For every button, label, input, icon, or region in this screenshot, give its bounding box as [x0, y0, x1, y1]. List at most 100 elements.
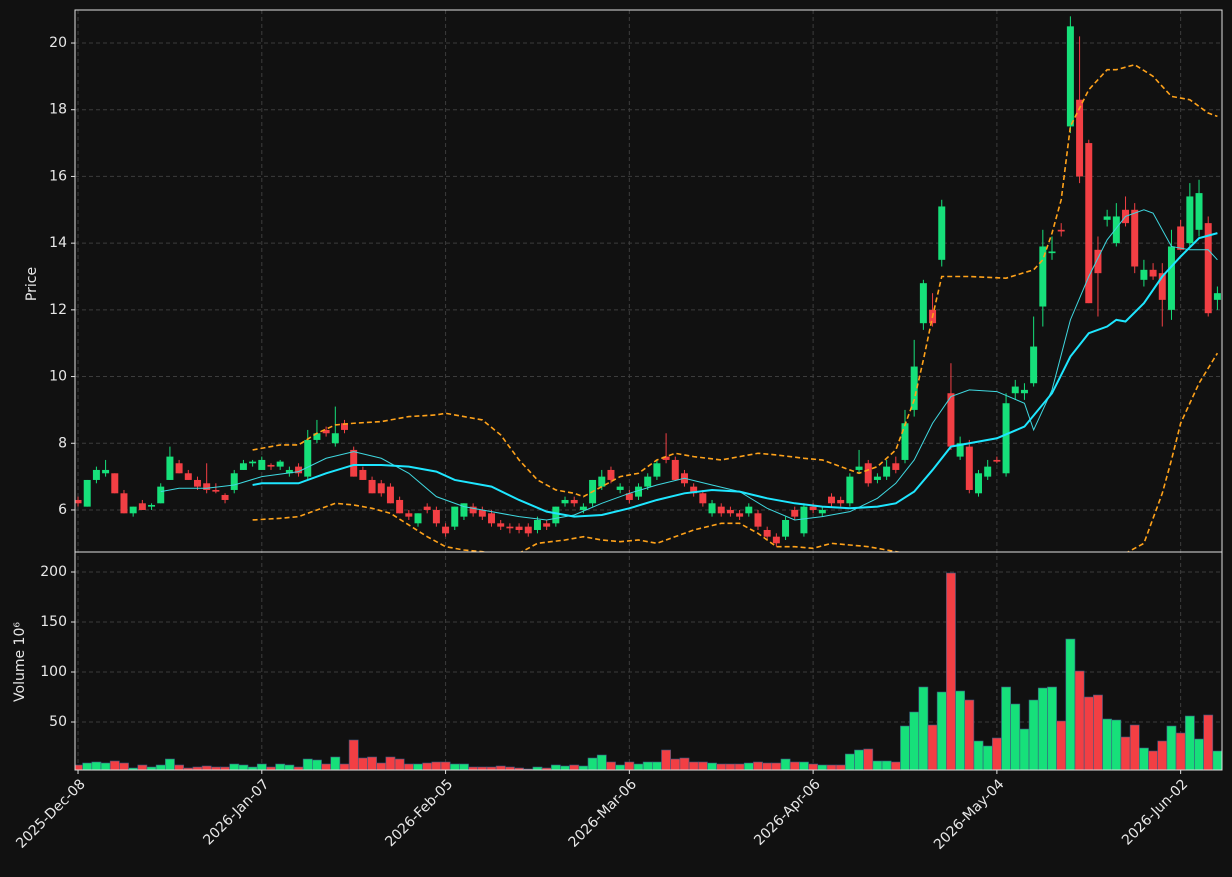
volume-bar [1166, 725, 1177, 770]
volume-bar [137, 764, 148, 770]
candle-body [295, 466, 303, 474]
candle-body [975, 473, 982, 494]
volume-bar [1157, 740, 1168, 770]
candle-body [827, 496, 835, 504]
candle-body [635, 486, 643, 497]
volume-bar [459, 763, 469, 770]
x-tick-label: 2025-Dec-08 [13, 776, 88, 851]
volume-bar [339, 763, 350, 770]
volume-bar [661, 749, 671, 770]
volume-bar [688, 761, 699, 770]
candle-body [341, 423, 348, 430]
volume-bar [348, 739, 359, 770]
volume-bar [808, 763, 819, 770]
volume-bar [936, 691, 947, 770]
volume-bar [1203, 714, 1214, 770]
volume-bar [817, 764, 828, 770]
candle-body [708, 503, 716, 514]
candle-body [230, 473, 238, 490]
candle-body [754, 513, 762, 527]
volume-bar [789, 761, 800, 770]
candle-body [690, 486, 698, 494]
volume-bar [284, 764, 295, 770]
candle-body [1002, 403, 1010, 474]
overlay-line [252, 63, 1218, 498]
volume-bar [835, 764, 846, 770]
candle-body [1140, 269, 1148, 280]
candle-body [1011, 386, 1019, 394]
candle-body [92, 469, 100, 480]
price-frame [74, 9, 1223, 553]
volume-bar [587, 757, 598, 770]
volume-bar [119, 762, 129, 770]
candle-body [846, 476, 854, 504]
volume-bar [1074, 670, 1085, 770]
candle-body [1103, 216, 1111, 220]
candle-body [533, 519, 541, 530]
candle-body [1195, 193, 1203, 230]
candle-body [938, 206, 946, 260]
candle-body [331, 433, 339, 444]
candle-body [350, 449, 358, 477]
volume-bar [799, 761, 809, 770]
candle-body [717, 506, 725, 514]
volume-bar [991, 737, 1002, 770]
volume-bar [1065, 638, 1076, 770]
volume-bar [1019, 728, 1030, 770]
candle-body [1057, 229, 1065, 232]
volume-bar [615, 764, 626, 770]
candle-body [1066, 26, 1074, 127]
volume-axis-label: Volume 10⁶ [12, 622, 28, 702]
candle-body [432, 509, 440, 524]
x-tick-label: 2026-Apr-06 [751, 776, 824, 849]
candle-body [111, 473, 119, 494]
candle-body [543, 523, 551, 527]
x-tick-label: 2026-Mar-06 [566, 776, 640, 850]
candle-body [423, 506, 431, 510]
candle-body [791, 509, 799, 517]
candle-body [442, 526, 450, 534]
volume-bar [753, 761, 763, 770]
candle-body [488, 513, 496, 524]
y-axis-label: Price [24, 267, 40, 301]
candle-body [1131, 209, 1139, 267]
candle-body [138, 503, 146, 510]
volume-bar [91, 761, 102, 770]
volume-bar [716, 763, 727, 770]
volume-bar [155, 764, 166, 770]
candle-body [745, 506, 753, 514]
x-tick-label: 2026-Feb-05 [382, 776, 456, 850]
y-tick-label: 18 [49, 102, 67, 118]
volume-bar [1184, 715, 1195, 770]
candle-body [515, 526, 523, 530]
volume-bar [927, 724, 938, 770]
volume-bar [606, 761, 616, 770]
candle-body [818, 509, 826, 514]
volume-bar [1194, 738, 1204, 770]
candle-body [1039, 246, 1047, 307]
volume-bar [1120, 736, 1131, 770]
candle-body [644, 476, 652, 487]
candle-body [901, 423, 909, 460]
candle-body [965, 446, 973, 490]
candle-body [1030, 346, 1038, 384]
y-tick-label: 20 [49, 35, 67, 51]
candle-body [653, 463, 661, 477]
volume-bar [762, 762, 773, 770]
candle-body [83, 479, 91, 507]
overlay-line [160, 209, 1218, 521]
candle-body [175, 463, 183, 474]
candle-body [276, 461, 284, 467]
volume-bar [725, 763, 736, 770]
volume-bar [964, 699, 975, 770]
candle-body [726, 509, 734, 514]
volume-bar [275, 763, 286, 770]
price-panel [75, 16, 1221, 552]
candle-body [221, 494, 229, 500]
volume-tick-label: 50 [49, 714, 67, 730]
candle-body [1020, 389, 1028, 394]
candle-body [919, 283, 927, 324]
candle-body [607, 469, 615, 480]
volume-bar [826, 764, 837, 770]
